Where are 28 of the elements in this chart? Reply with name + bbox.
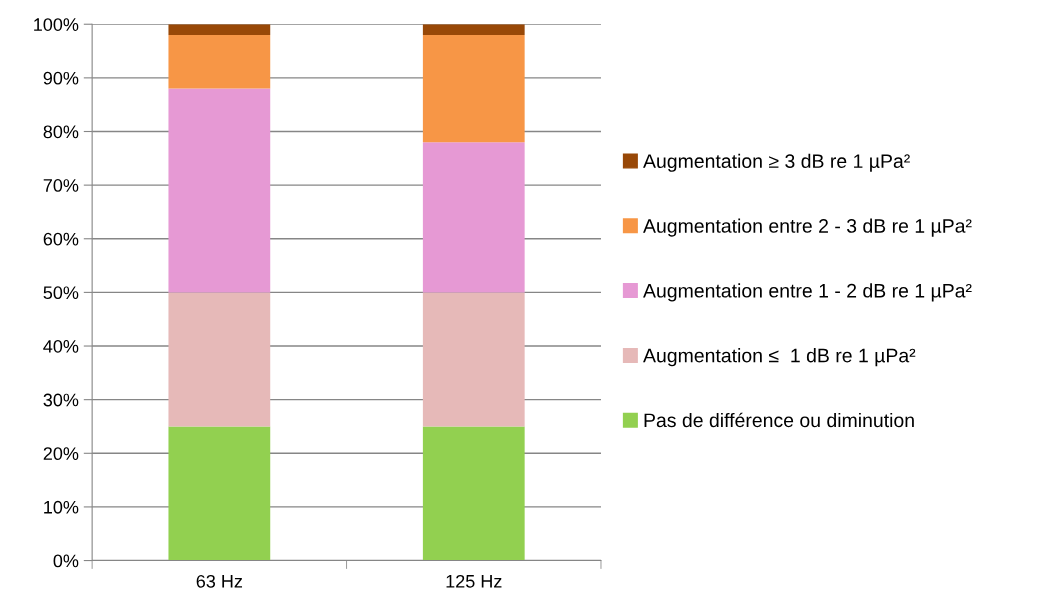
bar: [168, 292, 271, 427]
bar: [422, 426, 525, 561]
x-tick-label: 63 Hz: [196, 574, 243, 588]
legend-label: Augmentation ≥ 3 dB re 1 µPa²: [643, 153, 910, 172]
legend-label: Augmentation ≤ 1 dB re 1 µPa²: [643, 348, 916, 367]
bar: [168, 426, 271, 561]
y-tick-label: 40%: [43, 339, 79, 353]
legend-label: Augmentation entre 1 - 2 dB re 1 µPa²: [643, 283, 972, 302]
y-tick-label: 90%: [43, 71, 79, 85]
bar: [422, 34, 525, 143]
bar: [422, 142, 525, 293]
y-tick-label: 0%: [53, 554, 79, 568]
legend-label: Pas de différence ou diminution: [644, 412, 914, 428]
bar: [168, 34, 271, 89]
y-tick-label: 80%: [43, 125, 79, 139]
y-tick-label: 60%: [43, 232, 79, 246]
bar: [168, 24, 271, 35]
y-tick-label: 10%: [44, 500, 79, 514]
bar: [422, 24, 525, 35]
x-tick-label: 125 Hz: [446, 574, 502, 588]
y-tick-label: 30%: [43, 393, 79, 407]
bar: [168, 88, 271, 293]
y-tick-label: 50%: [43, 286, 79, 300]
bar: [422, 292, 525, 427]
legend-label: Augmentation entre 2 - 3 dB re 1 µPa²: [643, 218, 972, 237]
y-tick-label: 20%: [43, 447, 79, 461]
y-tick-label: 70%: [43, 179, 79, 192]
y-tick-label: 100%: [34, 18, 79, 31]
